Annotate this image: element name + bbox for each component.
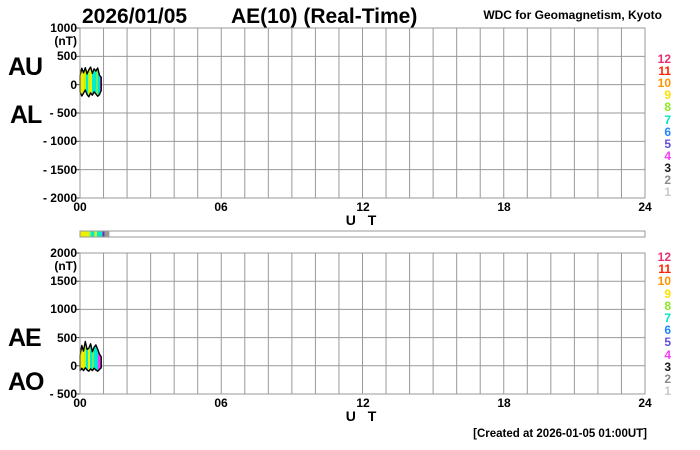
x-tick-label: 12 — [356, 200, 370, 214]
legend-hour-number: 3 — [664, 161, 671, 175]
source-label: WDC for Geomagnetism, Kyoto — [483, 8, 662, 22]
label-au: AU — [8, 53, 43, 81]
legend-hour-number: 12 — [657, 52, 671, 66]
legend-hour-number: 8 — [664, 299, 671, 313]
x-tick-label: 24 — [638, 396, 652, 410]
legend-hour-number: 10 — [657, 76, 671, 90]
x-tick-label: 00 — [73, 200, 87, 214]
legend-hour-number: 5 — [664, 335, 671, 349]
legend-hour-number: 9 — [664, 287, 671, 301]
legend-hour-number: 3 — [664, 360, 671, 374]
title-date: 2026/01/05 — [82, 5, 188, 28]
x-tick-label: 06 — [214, 200, 228, 214]
page-title: AE(10) (Real-Time) — [231, 5, 418, 28]
legend-hour-number: 1 — [664, 384, 671, 398]
y-tick-label: 0 — [70, 359, 77, 373]
x-tick-label: 18 — [497, 200, 511, 214]
x-tick-label: 24 — [638, 200, 652, 214]
legend-hour-number: 11 — [658, 262, 671, 276]
legend-hour-number: 9 — [664, 88, 671, 102]
y-tick-label: - 500 — [49, 387, 77, 401]
x-tick-label: 00 — [73, 396, 87, 410]
y-tick-label: 500 — [56, 331, 77, 345]
ut-axis-label: U T — [345, 212, 381, 228]
legend-hour-number: 4 — [664, 348, 671, 362]
x-tick-label: 18 — [497, 396, 511, 410]
legend-hour-number: 8 — [664, 100, 671, 114]
axis-unit-label: (nT) — [54, 34, 77, 48]
y-tick-label: 1000 — [50, 302, 77, 316]
label-al: AL — [10, 101, 42, 129]
y-tick-label: - 2000 — [42, 191, 77, 205]
y-tick-label: 1500 — [50, 274, 77, 288]
legend-hour-number: 2 — [664, 372, 671, 386]
legend-hour-number: 7 — [664, 311, 671, 325]
label-ao: AO — [8, 368, 44, 396]
legend-hour-number: 12 — [657, 250, 671, 264]
y-tick-label: 500 — [56, 49, 77, 63]
legend-hour-number: 11 — [658, 64, 671, 78]
y-tick-label: 1000 — [50, 21, 77, 35]
y-tick-label: - 1500 — [42, 163, 77, 177]
y-tick-label: - 500 — [49, 106, 77, 120]
y-tick-label: - 1000 — [42, 134, 77, 148]
legend-hour-number: 6 — [664, 323, 671, 337]
axis-unit-label: (nT) — [54, 259, 77, 273]
legend-hour-number: 10 — [657, 274, 671, 288]
created-note: [Created at 2026-01-05 01:00UT] — [473, 428, 647, 440]
legend-hour-number: 4 — [664, 149, 671, 163]
legend-hour-number: 1 — [664, 185, 671, 199]
legend-hour-number: 5 — [664, 137, 671, 151]
legend-hour-number: 7 — [664, 113, 671, 127]
y-tick-label: 2000 — [50, 246, 77, 260]
x-tick-label: 12 — [356, 396, 370, 410]
label-ae: AE — [8, 324, 42, 352]
y-tick-label: 0 — [70, 78, 77, 92]
legend-hour-number: 2 — [664, 173, 671, 187]
legend-hour-number: 6 — [664, 125, 671, 139]
ut-axis-label: U T — [345, 408, 381, 424]
x-tick-label: 06 — [214, 396, 228, 410]
